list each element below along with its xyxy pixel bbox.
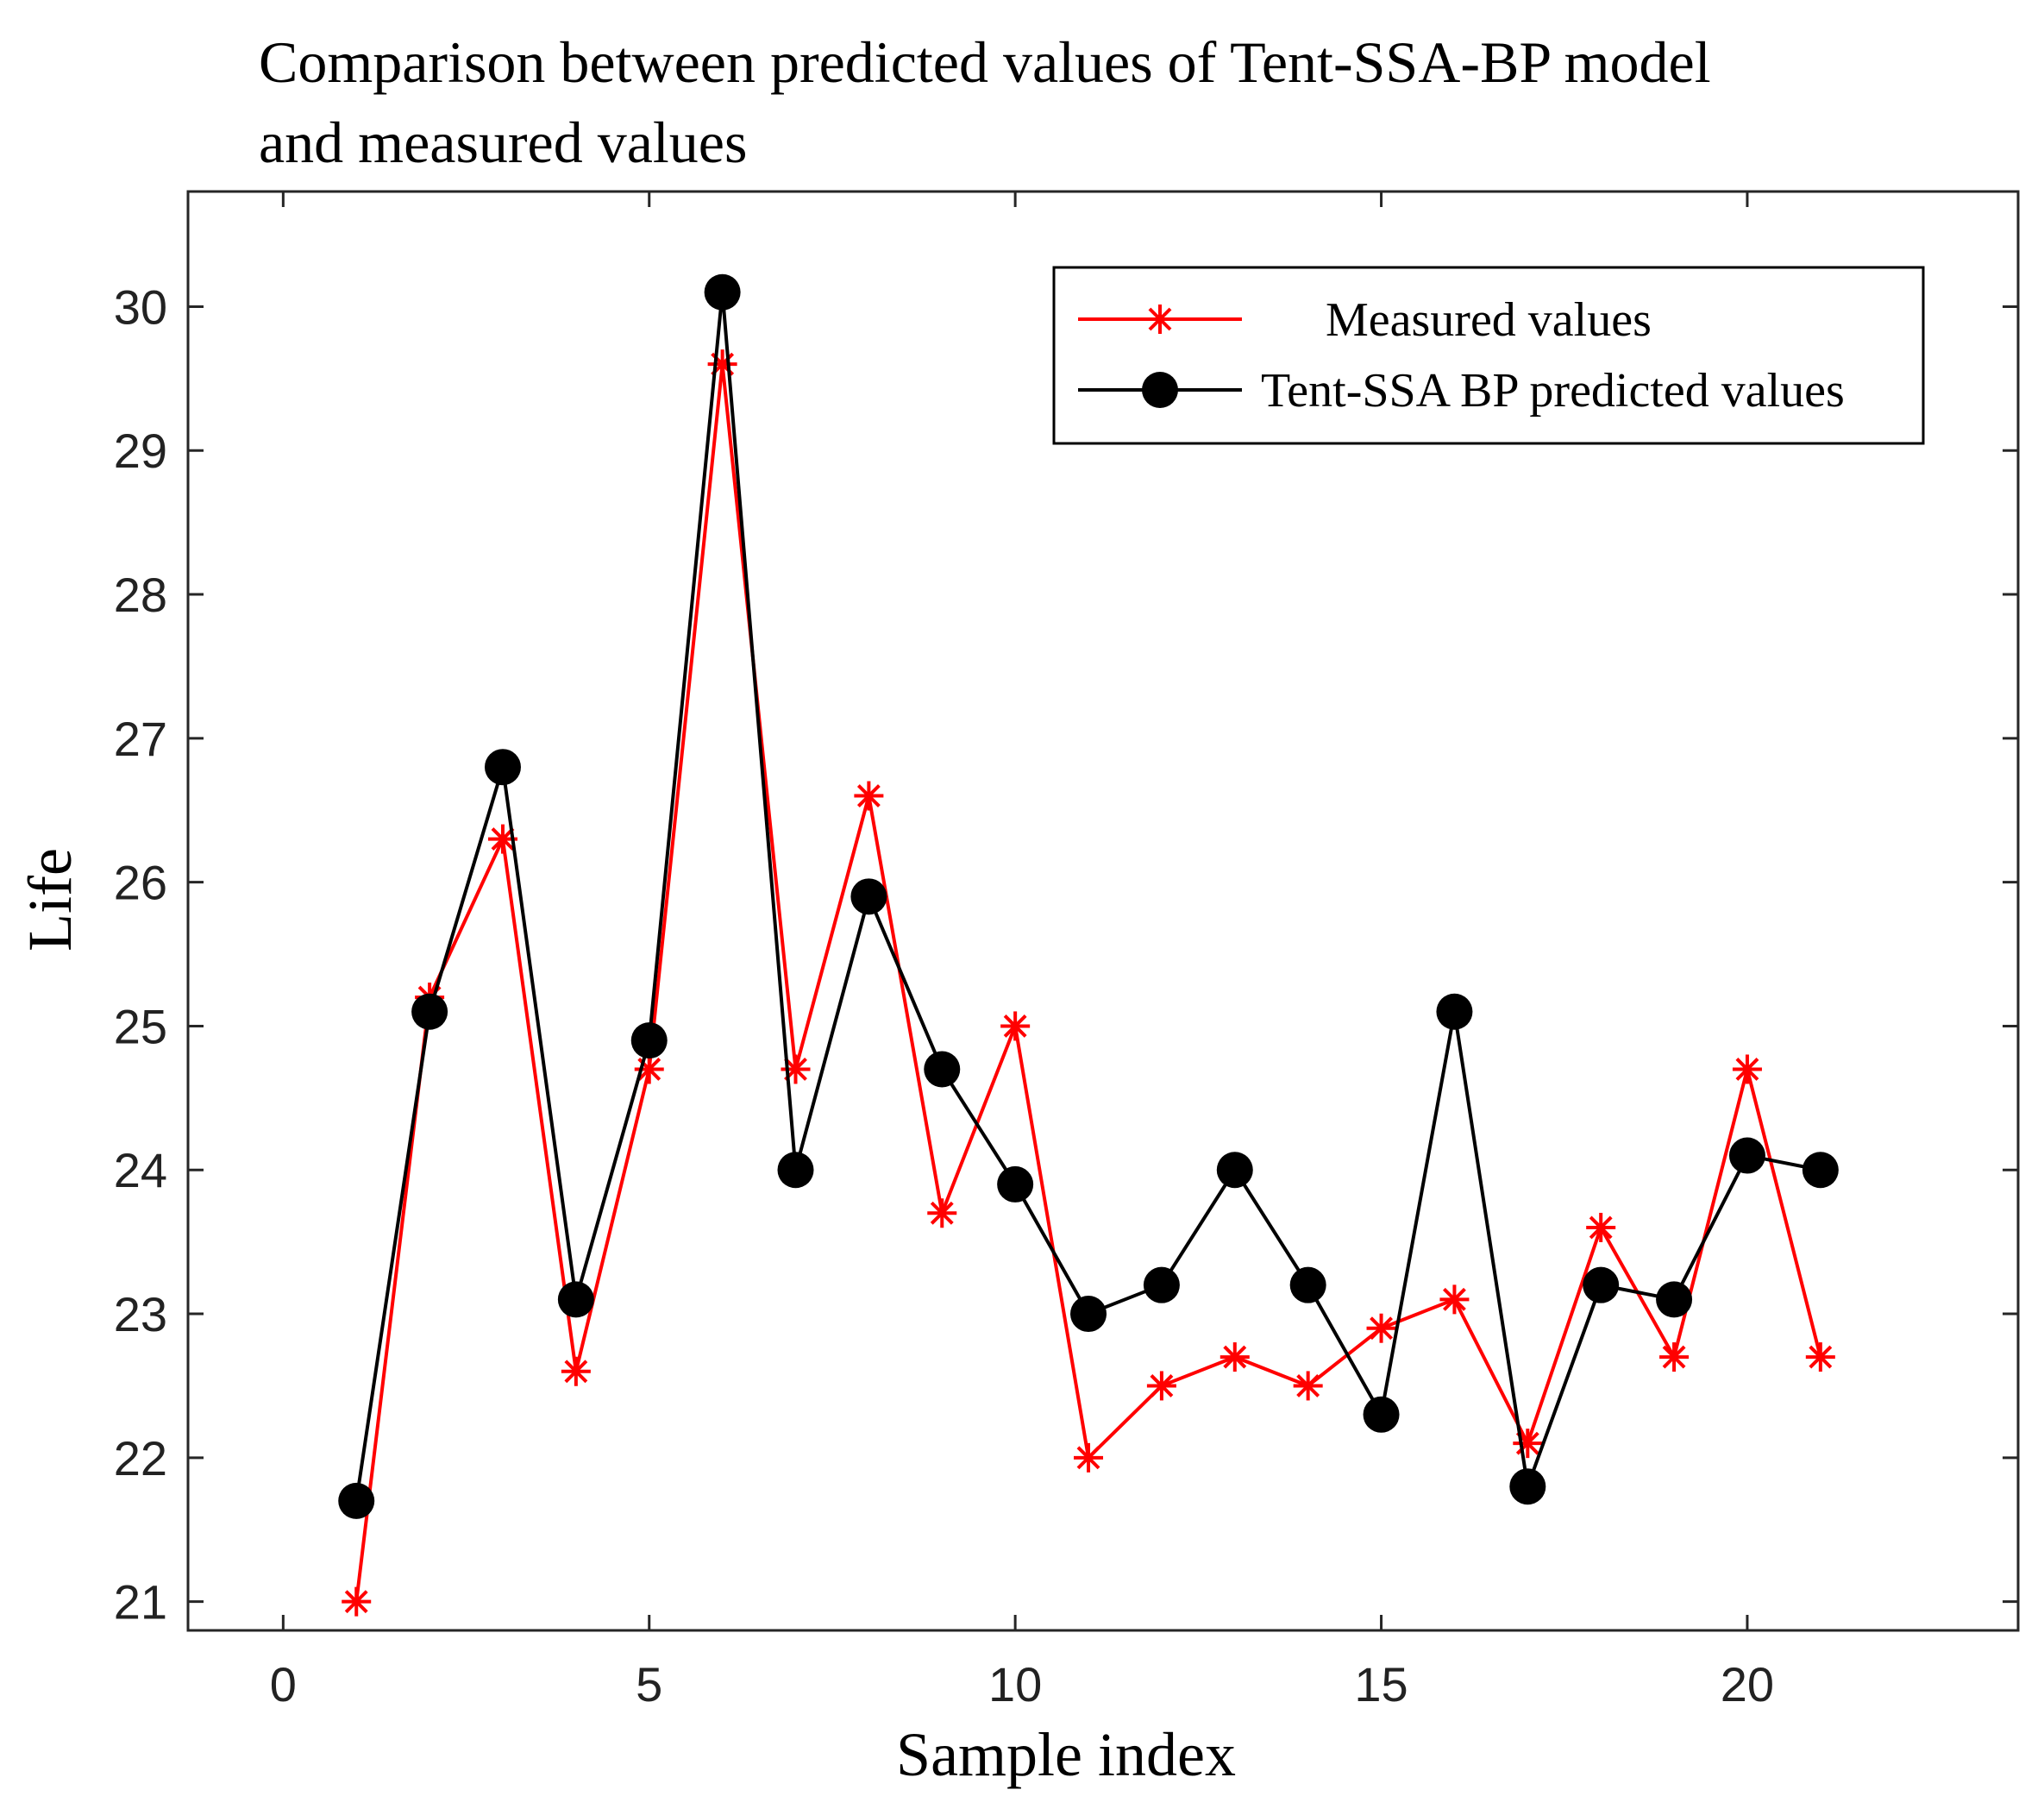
data-point [1509, 1468, 1546, 1505]
x-tick-label: 15 [1354, 1657, 1408, 1711]
y-tick-label: 25 [114, 999, 167, 1053]
data-point [777, 1152, 814, 1189]
y-tick-label: 27 [114, 712, 167, 766]
legend-entry-predicted: Tent-SSA BP predicted values [1078, 364, 1845, 418]
data-point [707, 349, 737, 380]
data-point [1146, 1371, 1176, 1401]
data-point [1586, 1212, 1616, 1242]
legend-box [1052, 266, 1925, 445]
data-point [850, 878, 887, 915]
legend-label-predicted: Tent-SSA BP predicted values [1261, 364, 1845, 418]
legend-entry-measured: Measured values [1078, 293, 1652, 347]
series-predicted [338, 273, 1839, 1519]
data-point [557, 1281, 594, 1318]
y-tick-label: 22 [114, 1431, 167, 1485]
data-point [997, 1165, 1034, 1203]
y-axis-ticks: 21 22 23 24 25 26 27 28 29 30 [114, 279, 2018, 1630]
legend-marker-circle [1142, 372, 1178, 408]
data-point [1070, 1296, 1107, 1333]
y-tick-label: 26 [114, 856, 167, 910]
data-point [1583, 1266, 1620, 1303]
x-axis-label: Sample index [896, 1720, 1236, 1789]
data-point [1293, 1371, 1323, 1401]
chart-title-line-2: and measured values [259, 110, 747, 175]
x-tick-label: 0 [270, 1657, 297, 1711]
data-point [411, 993, 448, 1030]
data-point [561, 1356, 591, 1386]
data-point [630, 1022, 668, 1059]
y-tick-label: 29 [114, 424, 167, 478]
data-point [338, 1482, 375, 1519]
data-point [1436, 993, 1473, 1030]
chart-title-line-1: Comparison between predicted values of T… [259, 29, 1711, 95]
data-point [1000, 1011, 1031, 1041]
axes [186, 190, 2020, 1632]
y-tick-label: 24 [114, 1143, 167, 1197]
data-point [924, 1051, 961, 1088]
y-tick-label: 23 [114, 1287, 167, 1341]
data-point [342, 1586, 372, 1617]
data-point [1220, 1342, 1250, 1372]
data-point [1289, 1266, 1326, 1303]
y-tick-label: 21 [114, 1575, 167, 1630]
data-point [1143, 1266, 1180, 1303]
legend-label-measured: Measured values [1326, 293, 1652, 347]
legend: Measured values Tent-SSA BP predicted va… [1052, 266, 1925, 445]
data-point [1074, 1442, 1104, 1473]
data-point [1805, 1342, 1835, 1372]
data-point [1216, 1152, 1253, 1189]
data-point [704, 273, 741, 311]
data-point [1732, 1054, 1762, 1084]
y-tick-label: 28 [114, 568, 167, 622]
x-tick-label: 20 [1721, 1657, 1774, 1711]
legend-marker-asterisk [1145, 305, 1175, 334]
data-point [484, 749, 521, 786]
data-point [1366, 1313, 1396, 1343]
data-point [1802, 1152, 1839, 1189]
plot-area-frame [186, 190, 2020, 1632]
data-point [854, 781, 884, 811]
data-point [1439, 1284, 1470, 1315]
data-point [1513, 1429, 1543, 1459]
x-tick-label: 5 [636, 1657, 662, 1711]
series-layer [338, 273, 1839, 1617]
data-point [927, 1198, 957, 1228]
data-point [1728, 1137, 1765, 1174]
data-point [1659, 1342, 1690, 1372]
legend-asterisk-shape [1145, 305, 1175, 334]
y-tick-label: 30 [114, 279, 167, 334]
data-point [1656, 1281, 1693, 1318]
y-axis-label: Life [16, 848, 85, 951]
x-axis-ticks: 0 5 10 15 20 [270, 192, 1774, 1711]
data-point [1363, 1396, 1400, 1433]
x-tick-label: 10 [988, 1657, 1042, 1711]
